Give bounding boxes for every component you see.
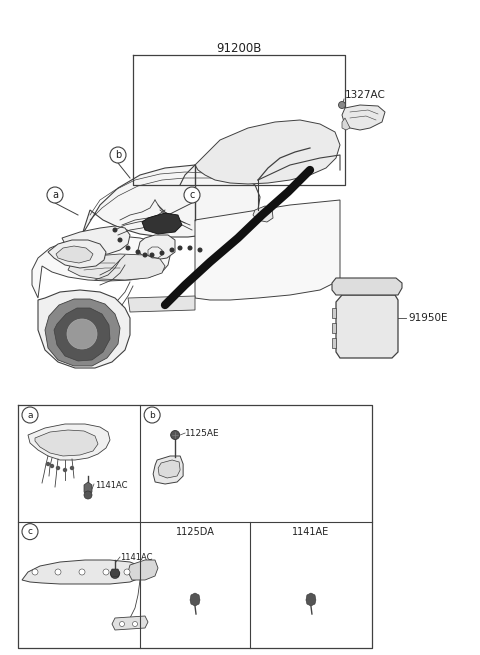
Polygon shape (38, 290, 130, 368)
Circle shape (79, 569, 85, 575)
Polygon shape (332, 278, 402, 295)
Polygon shape (54, 308, 110, 361)
Circle shape (32, 569, 38, 575)
Text: 1327AC: 1327AC (345, 90, 386, 100)
Polygon shape (84, 482, 92, 495)
Polygon shape (56, 246, 93, 263)
Text: 1141AE: 1141AE (292, 527, 330, 536)
Text: a: a (52, 190, 58, 200)
Circle shape (150, 253, 154, 257)
Text: b: b (149, 411, 155, 419)
Polygon shape (336, 295, 398, 358)
Circle shape (160, 252, 164, 255)
Circle shape (113, 228, 117, 232)
Polygon shape (332, 338, 336, 348)
Circle shape (184, 187, 200, 203)
Polygon shape (45, 299, 120, 366)
Polygon shape (158, 460, 180, 478)
Polygon shape (62, 226, 130, 255)
Text: 1125AE: 1125AE (185, 428, 220, 438)
Circle shape (57, 466, 60, 470)
Circle shape (118, 238, 122, 242)
Circle shape (136, 250, 140, 253)
Polygon shape (195, 200, 340, 300)
Text: 1141AC: 1141AC (120, 553, 153, 563)
Circle shape (55, 569, 61, 575)
Circle shape (103, 569, 109, 575)
Circle shape (71, 466, 73, 470)
Circle shape (198, 248, 202, 252)
Circle shape (110, 569, 120, 578)
Text: 91950E: 91950E (408, 313, 447, 323)
Circle shape (47, 187, 63, 203)
Polygon shape (253, 206, 273, 222)
Text: c: c (27, 527, 33, 536)
Polygon shape (142, 213, 182, 234)
Polygon shape (128, 560, 158, 580)
Polygon shape (28, 424, 110, 460)
Text: a: a (27, 411, 33, 419)
Circle shape (110, 147, 126, 163)
Circle shape (170, 248, 174, 252)
Circle shape (170, 430, 180, 440)
Circle shape (144, 407, 160, 423)
Circle shape (22, 407, 38, 423)
Polygon shape (48, 240, 106, 268)
Circle shape (63, 468, 67, 472)
Circle shape (124, 569, 130, 575)
Circle shape (67, 319, 97, 349)
Polygon shape (153, 456, 183, 484)
Text: c: c (189, 190, 195, 200)
Polygon shape (128, 296, 195, 312)
Circle shape (338, 102, 346, 109)
Polygon shape (82, 165, 260, 237)
Circle shape (188, 246, 192, 250)
Polygon shape (35, 430, 98, 456)
Text: 1141AC: 1141AC (95, 481, 128, 489)
Circle shape (132, 622, 137, 626)
Polygon shape (190, 593, 200, 606)
Polygon shape (68, 254, 165, 280)
Polygon shape (342, 118, 350, 130)
Text: b: b (115, 150, 121, 160)
Circle shape (126, 246, 130, 250)
Polygon shape (110, 569, 120, 577)
Circle shape (84, 491, 92, 499)
Polygon shape (112, 616, 148, 630)
Circle shape (50, 464, 53, 468)
Polygon shape (22, 560, 143, 584)
Circle shape (178, 246, 182, 250)
Text: 1125DA: 1125DA (176, 527, 215, 536)
Circle shape (143, 253, 147, 257)
Polygon shape (332, 308, 336, 318)
Polygon shape (332, 323, 336, 333)
Polygon shape (342, 105, 385, 130)
Text: 91200B: 91200B (216, 41, 262, 54)
Polygon shape (32, 236, 170, 298)
Circle shape (22, 523, 38, 540)
Polygon shape (306, 593, 316, 606)
Circle shape (120, 622, 124, 626)
Polygon shape (138, 235, 175, 260)
Circle shape (47, 462, 49, 466)
Polygon shape (195, 120, 340, 184)
